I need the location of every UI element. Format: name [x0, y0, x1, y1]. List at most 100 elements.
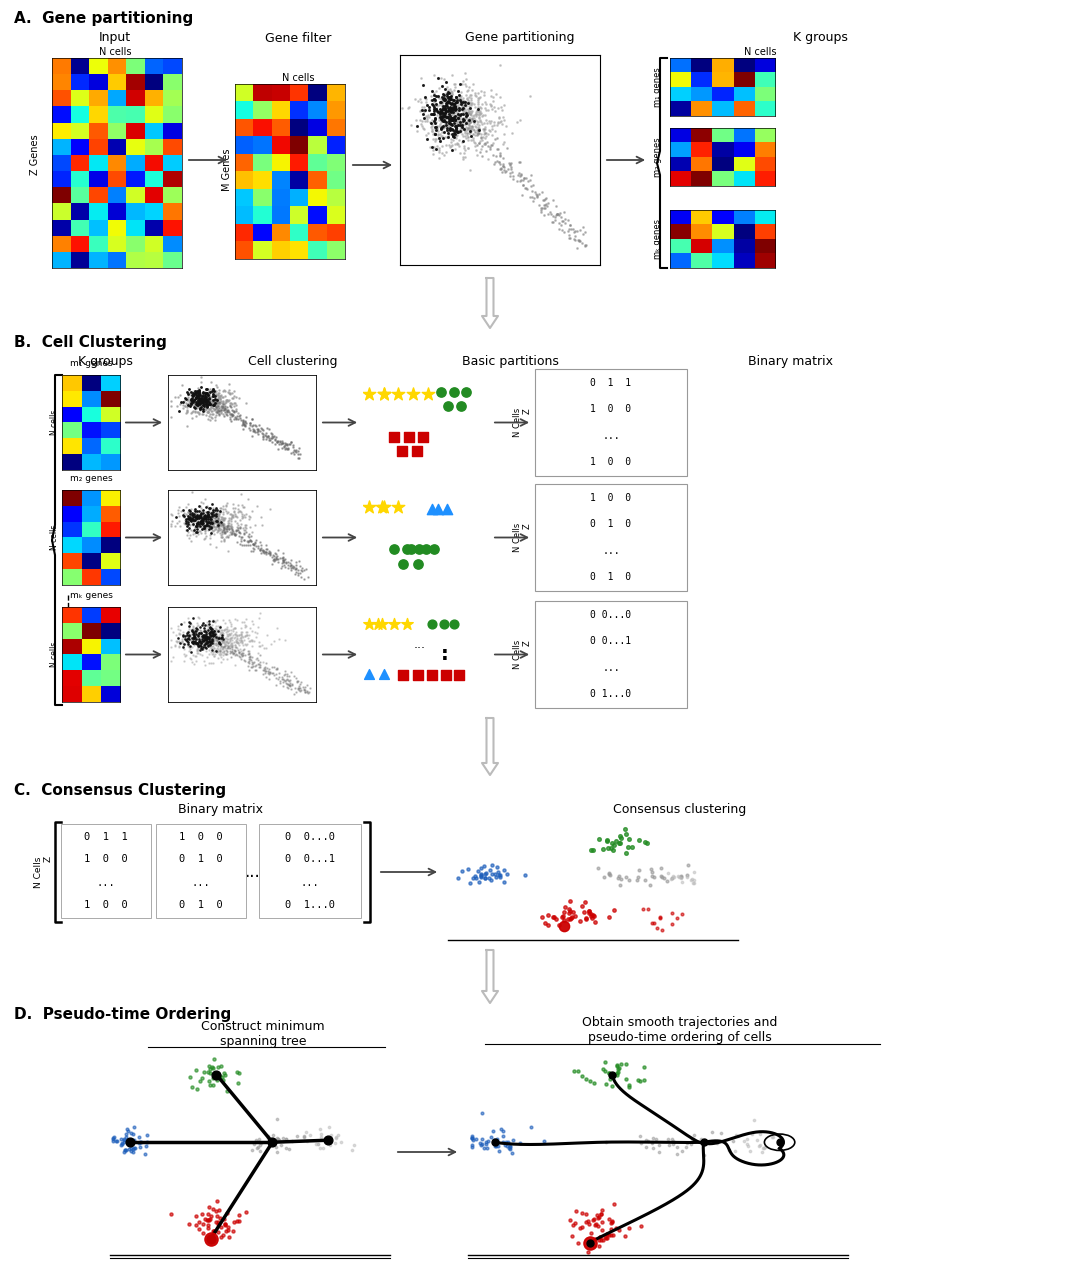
- Point: [452, 85, 469, 106]
- Point: [221, 636, 238, 657]
- Point: [221, 630, 238, 650]
- Point: [179, 398, 196, 418]
- Point: [201, 617, 218, 638]
- Point: [202, 394, 219, 414]
- Point: [190, 623, 207, 644]
- Point: [638, 1137, 655, 1158]
- Point: [216, 629, 233, 649]
- Point: [275, 436, 292, 456]
- Point: [210, 404, 228, 425]
- Point: [197, 511, 215, 532]
- Point: [440, 102, 457, 122]
- Point: [231, 630, 248, 650]
- Point: [427, 117, 445, 138]
- Point: [189, 510, 206, 530]
- Point: [223, 394, 241, 414]
- Point: [277, 1128, 295, 1149]
- Point: [206, 626, 223, 646]
- Point: [586, 1209, 603, 1229]
- Point: [488, 857, 505, 877]
- Point: [192, 621, 209, 641]
- Point: [182, 510, 200, 530]
- Point: [204, 504, 221, 524]
- Point: [453, 91, 470, 111]
- Point: [223, 506, 241, 527]
- Point: [538, 195, 556, 215]
- Text: 0 1...0: 0 1...0: [590, 688, 631, 699]
- Point: [210, 629, 228, 649]
- Point: [503, 162, 520, 182]
- Point: [191, 630, 208, 650]
- Point: [247, 530, 264, 551]
- Point: [209, 1214, 227, 1234]
- Point: [579, 1210, 597, 1230]
- Point: [202, 497, 219, 518]
- Point: [179, 507, 196, 528]
- Point: [460, 103, 477, 124]
- Point: [207, 516, 224, 537]
- Point: [504, 166, 521, 186]
- Point: [569, 230, 586, 250]
- Point: [211, 523, 229, 543]
- Point: [220, 382, 237, 403]
- Point: [193, 632, 210, 653]
- Point: [226, 627, 243, 648]
- Point: [263, 657, 281, 677]
- Point: [230, 1211, 247, 1232]
- Point: [425, 539, 442, 560]
- Point: [246, 421, 263, 441]
- Point: [181, 390, 199, 411]
- Point: [448, 105, 465, 125]
- Point: [616, 1225, 633, 1246]
- Point: [241, 417, 258, 437]
- Point: [282, 432, 299, 453]
- Point: [200, 384, 217, 404]
- Point: [177, 389, 194, 409]
- Point: [205, 1058, 222, 1079]
- Point: [232, 409, 249, 430]
- Point: [222, 622, 240, 643]
- Point: [565, 228, 583, 249]
- Point: [196, 627, 214, 648]
- Point: [441, 117, 459, 138]
- Point: [196, 621, 214, 641]
- Point: [204, 623, 221, 644]
- Point: [185, 654, 202, 674]
- Point: [267, 550, 284, 570]
- Point: [131, 1127, 148, 1148]
- Point: [185, 622, 202, 643]
- Point: [452, 121, 469, 142]
- Point: [185, 514, 202, 534]
- Point: [179, 514, 196, 534]
- Point: [448, 122, 465, 143]
- Point: [189, 386, 206, 407]
- Point: [201, 632, 218, 653]
- Point: [178, 629, 195, 649]
- Point: [442, 93, 460, 113]
- Point: [211, 641, 229, 662]
- Point: [277, 1137, 295, 1158]
- Text: 1  0  0: 1 0 0: [84, 900, 128, 910]
- Point: [202, 521, 219, 542]
- Point: [189, 506, 206, 527]
- Point: [441, 120, 459, 140]
- Point: [232, 627, 249, 648]
- Point: [218, 391, 235, 412]
- Point: [439, 128, 456, 148]
- Point: [189, 629, 206, 649]
- Point: [204, 618, 221, 639]
- Point: [197, 629, 215, 649]
- Point: [214, 386, 231, 407]
- Point: [177, 403, 194, 423]
- Point: [446, 74, 463, 94]
- Point: [454, 117, 472, 138]
- Point: [394, 98, 411, 119]
- Point: [642, 858, 659, 878]
- Text: 0 0...1: 0 0...1: [590, 636, 631, 646]
- Point: [185, 632, 202, 653]
- Point: [241, 652, 258, 672]
- Point: [193, 511, 210, 532]
- Point: [484, 145, 502, 166]
- Point: [440, 112, 457, 133]
- Point: [428, 105, 446, 125]
